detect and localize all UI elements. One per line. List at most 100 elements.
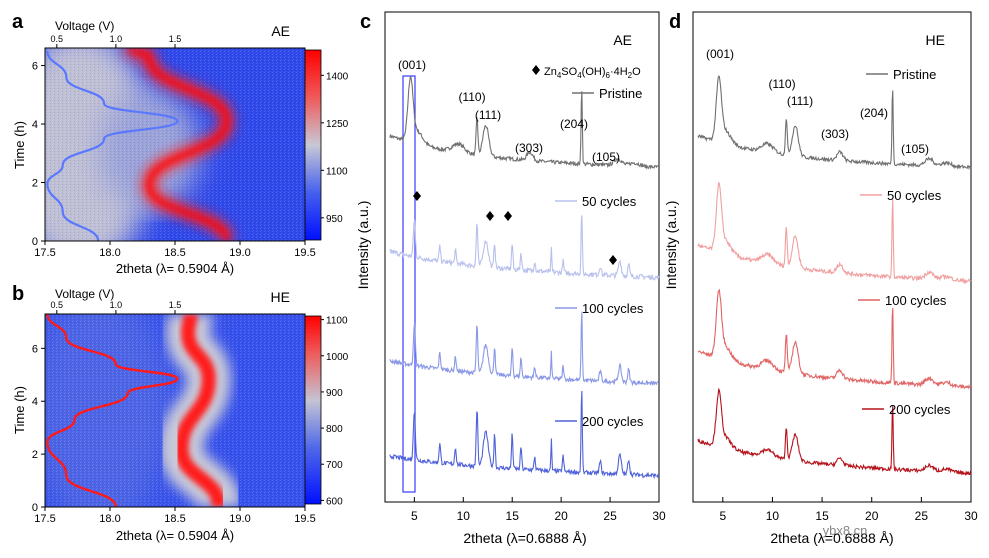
peak-label: (110) [458, 90, 485, 104]
colorbar-tick-label: 800 [326, 424, 343, 435]
x-axis-label-a: 2theta (λ= 0.5904 Å) [116, 261, 234, 276]
phase-diamond-marker [609, 255, 617, 265]
y-tick-label: 6 [32, 61, 38, 73]
peak-label: (001) [706, 47, 734, 61]
colorbar-tick-label: 700 [326, 460, 343, 471]
top-tick-label: 0.5 [51, 34, 64, 44]
phase-diamond-marker [504, 211, 512, 221]
colorbar-tick-label: 600 [326, 496, 343, 507]
voltage-curve-b [46, 313, 179, 508]
legend-label: Pristine [599, 86, 642, 101]
legend-label: 50 cycles [887, 188, 942, 203]
formula-part: (OH) [582, 66, 606, 78]
formula-part: ·4H [610, 66, 628, 78]
legend-label: 200 cycles [889, 402, 951, 417]
panel-d-xrd: Pristine 50 cycles 100 cycles 200 cycles 5 1… [663, 11, 978, 546]
panel-c-xrd: Pristine 50 cycles 100 cycles 200 cycles 5 1… [355, 11, 666, 546]
formula-sub: 4 [577, 71, 582, 80]
x-tick-label: 15 [815, 509, 829, 523]
x-tick-label: 19.0 [229, 247, 250, 259]
x-tick-label: 19.0 [229, 513, 250, 525]
x-tick-label: 10 [457, 509, 471, 523]
peak-label: (111) [475, 108, 501, 122]
x-tick-label: 10 [766, 509, 780, 523]
peak-label: (105) [592, 150, 620, 164]
x-tick-label: 20 [554, 509, 568, 523]
x-tick-label: 20 [865, 509, 879, 523]
x-tick-label: 30 [964, 509, 978, 523]
trace-100-cycles [389, 311, 659, 387]
plot-frame-d [692, 11, 972, 503]
colorbar-tick-label: 1100 [326, 166, 348, 177]
top-tick-label: 0.5 [51, 300, 64, 310]
phase-diamond-marker [486, 211, 494, 221]
colorbar-b [304, 315, 322, 505]
colorbar-tick-label: 1400 [326, 71, 349, 82]
peak-label: (001) [398, 58, 426, 72]
x-tick-label: 25 [915, 509, 929, 523]
top-tick-label: 1.0 [110, 300, 123, 310]
panel-letter-c: c [360, 11, 371, 33]
phase-diamond-marker [413, 191, 421, 201]
y-tick-label: 0 [32, 502, 38, 514]
voltage-curve-a [46, 50, 179, 242]
highlight-001-box [402, 75, 416, 493]
top-tick-label: 1.5 [169, 300, 182, 310]
top-tick-label: 1.5 [169, 34, 182, 44]
x-tick-label: 17.5 [34, 247, 55, 259]
peak-label: (111) [787, 94, 813, 108]
x-axis-label-c: 2theta (λ=0.6888 Å) [463, 530, 586, 546]
x-tick-label: 19.5 [294, 513, 315, 525]
y-tick-label: 2 [32, 178, 38, 190]
legend-label: 100 cycles [582, 301, 644, 316]
colorbar-a [304, 49, 322, 241]
peak-track-b [174, 314, 227, 507]
legend-label: 200 cycles [582, 414, 644, 429]
x-tick-label: 17.5 [34, 513, 55, 525]
y-axis-label-c: Intensity (a.u.) [355, 201, 371, 290]
peak-label: (204) [560, 117, 588, 131]
x-tick-label: 18.5 [164, 513, 185, 525]
y-axis-label-a: Time (h) [12, 121, 27, 169]
diamond-legend-marker [532, 65, 540, 75]
colorbar-tick-label: 1100 [326, 316, 348, 327]
top-tick-label: 1.0 [110, 34, 123, 44]
trace-200-cycles [697, 387, 972, 476]
peak-track-a-core [127, 48, 230, 241]
y-tick-label: 4 [32, 119, 38, 131]
top-axis-label-a: Voltage (V) [55, 19, 114, 33]
peak-label: (204) [860, 106, 888, 120]
formula-sub: 6 [605, 71, 610, 80]
top-axis-label-b: Voltage (V) [55, 287, 114, 301]
panel-letter-d: d [669, 11, 681, 33]
plot-frame-c [384, 11, 660, 503]
y-tick-label: 4 [32, 396, 38, 408]
tag-a: AE [271, 23, 290, 39]
peak-label: (110) [768, 77, 795, 91]
formula-part: Zn [544, 66, 557, 78]
trace-50-cycles [389, 215, 660, 281]
heatmap-a-field [45, 48, 305, 241]
x-tick-label: 15 [506, 509, 520, 523]
colorbar-tick-label: 900 [326, 388, 343, 399]
tag-c: AE [613, 32, 632, 48]
x-tick-label: 5 [719, 509, 726, 523]
x-tick-label: 30 [652, 509, 666, 523]
x-axis-label-b: 2theta (λ= 0.5904 Å) [116, 528, 234, 543]
tag-b: HE [271, 289, 290, 305]
formula-part: O [632, 66, 641, 78]
legend-label: 100 cycles [885, 293, 947, 308]
panel-letter-b: b [12, 283, 24, 305]
y-tick-label: 6 [32, 343, 38, 355]
formula-part: SO [561, 66, 577, 78]
legend-label: Pristine [893, 67, 936, 82]
trace-200-cycles [389, 390, 660, 480]
x-tick-label: 18.0 [99, 513, 120, 525]
colorbar-tick-label: 1000 [326, 352, 349, 363]
peak-label: (303) [515, 141, 543, 155]
watermark-text: ybx8.cn [823, 523, 868, 538]
trace-pristine [389, 75, 659, 170]
x-tick-label: 25 [603, 509, 617, 523]
x-tick-label: 19.5 [294, 247, 315, 259]
